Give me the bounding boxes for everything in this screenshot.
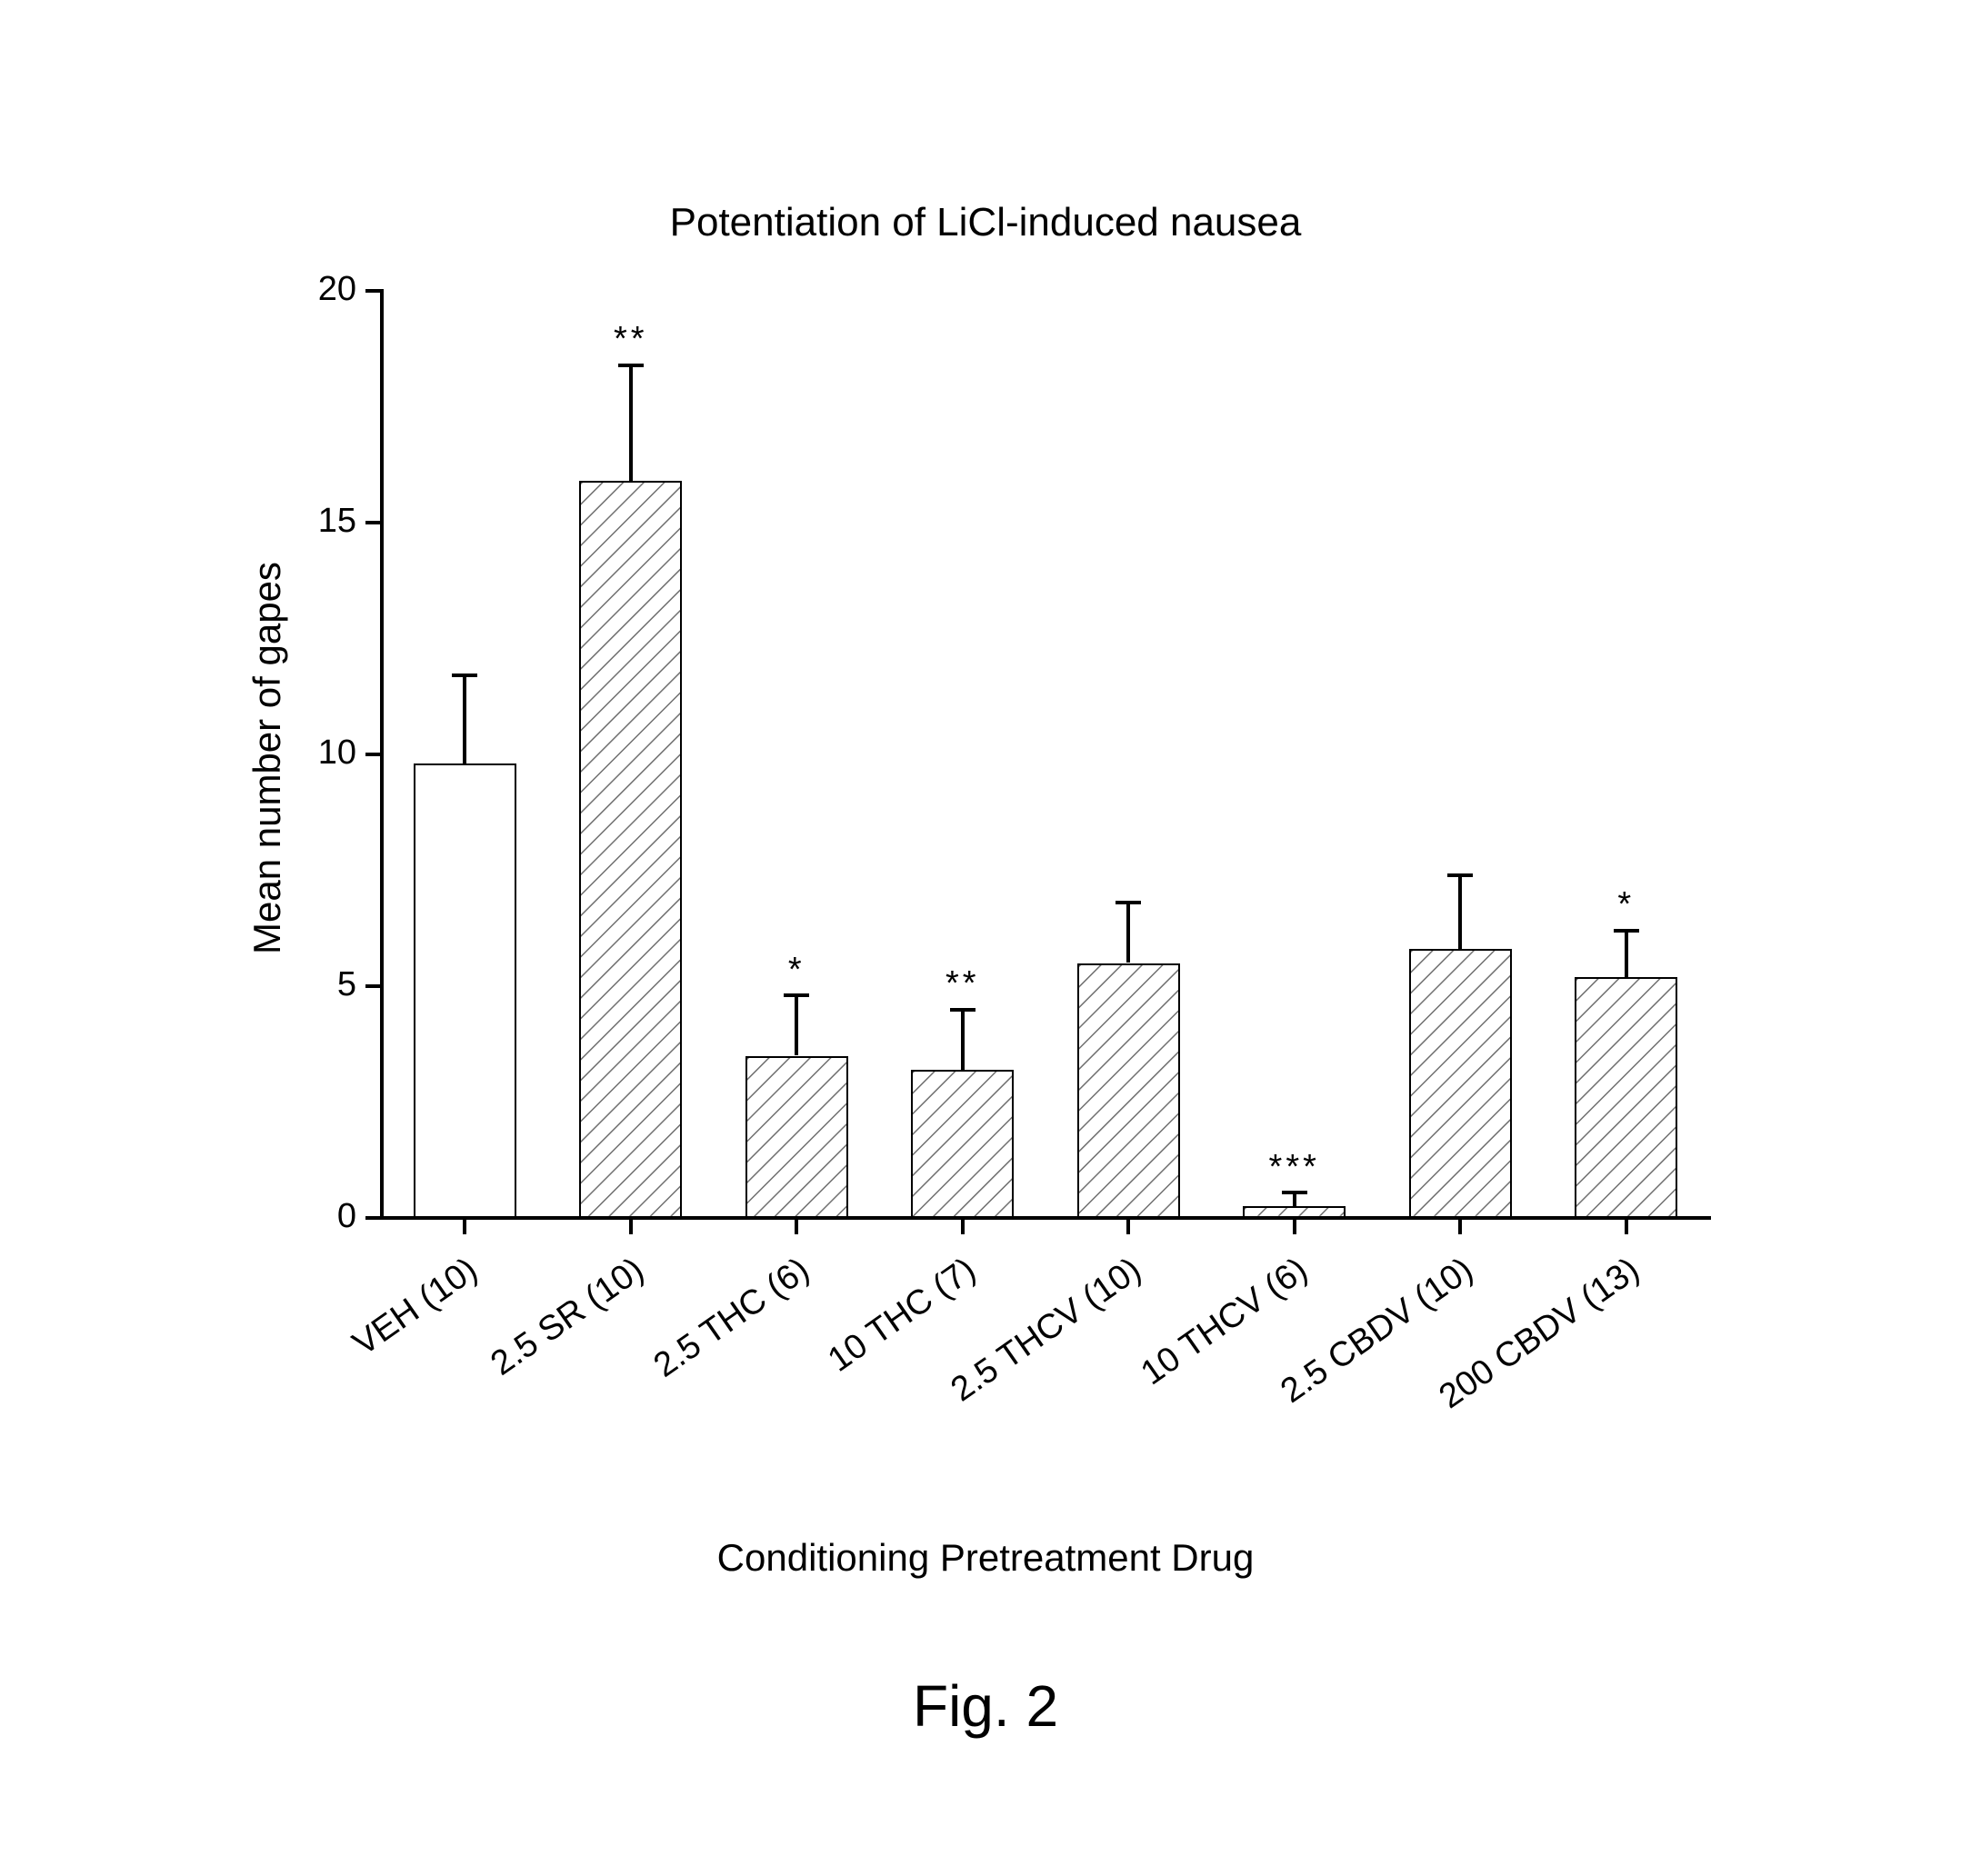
- bar-hatch: [1411, 951, 1510, 1216]
- y-tick: [365, 753, 382, 756]
- figure-caption: Fig. 2: [0, 1672, 1971, 1740]
- error-bar: [795, 995, 798, 1055]
- significance-marker: *: [1575, 885, 1677, 924]
- x-tick: [1293, 1218, 1296, 1234]
- x-tick: [1625, 1218, 1628, 1234]
- y-tick-label: 20: [284, 270, 356, 309]
- bar: [911, 1070, 1014, 1218]
- significance-marker: ***: [1243, 1148, 1346, 1187]
- bar-hatch: [913, 1072, 1012, 1216]
- bar-hatch: [1245, 1208, 1344, 1216]
- error-bar: [1293, 1192, 1296, 1206]
- error-cap: [784, 993, 809, 997]
- significance-marker: **: [579, 320, 682, 359]
- bar-hatch: [1576, 979, 1676, 1216]
- bar-hatch: [747, 1058, 846, 1217]
- error-bar: [463, 675, 466, 763]
- bar-hatch: [581, 483, 680, 1216]
- bar: [414, 763, 516, 1218]
- x-tick: [795, 1218, 798, 1234]
- error-bar: [629, 365, 633, 482]
- x-tick: [961, 1218, 965, 1234]
- error-bar: [961, 1010, 965, 1070]
- error-cap: [1614, 929, 1639, 933]
- chart-title: Potentiation of LiCl-induced nausea: [0, 200, 1971, 245]
- y-tick: [365, 1216, 382, 1220]
- bar-hatch: [1079, 965, 1178, 1217]
- bar: [1077, 963, 1180, 1219]
- x-tick: [1126, 1218, 1130, 1234]
- error-bar: [1458, 875, 1462, 950]
- y-tick-label: 15: [284, 502, 356, 541]
- y-tick: [365, 521, 382, 524]
- x-tick: [463, 1218, 466, 1234]
- y-tick: [365, 289, 382, 293]
- error-cap: [1282, 1191, 1307, 1194]
- error-bar: [1625, 931, 1628, 977]
- y-tick-label: 10: [284, 733, 356, 773]
- error-cap: [1447, 873, 1473, 877]
- page: Potentiation of LiCl-induced nausea Mean…: [0, 0, 1971, 1876]
- x-tick: [629, 1218, 633, 1234]
- y-tick: [365, 984, 382, 988]
- error-cap: [1116, 901, 1141, 904]
- significance-marker: *: [745, 951, 848, 990]
- y-tick-label: 0: [284, 1197, 356, 1236]
- y-tick-label: 5: [284, 965, 356, 1004]
- error-cap: [950, 1008, 975, 1012]
- y-axis-label: Mean number of gapes: [245, 562, 289, 954]
- error-cap: [452, 674, 477, 677]
- bar: [745, 1056, 848, 1219]
- bar: [1243, 1206, 1346, 1218]
- chart-area: 05101520VEH (10)**2.5 SR (10)*2.5 THC (6…: [382, 291, 1709, 1218]
- significance-marker: **: [911, 964, 1014, 1003]
- error-cap: [618, 364, 644, 367]
- bar: [579, 481, 682, 1218]
- error-bar: [1126, 903, 1130, 963]
- x-tick: [1458, 1218, 1462, 1234]
- bar: [1575, 977, 1677, 1218]
- x-axis-label: Conditioning Pretreatment Drug: [0, 1536, 1971, 1580]
- plot-area: 05101520VEH (10)**2.5 SR (10)*2.5 THC (6…: [382, 291, 1709, 1218]
- bar: [1409, 949, 1512, 1218]
